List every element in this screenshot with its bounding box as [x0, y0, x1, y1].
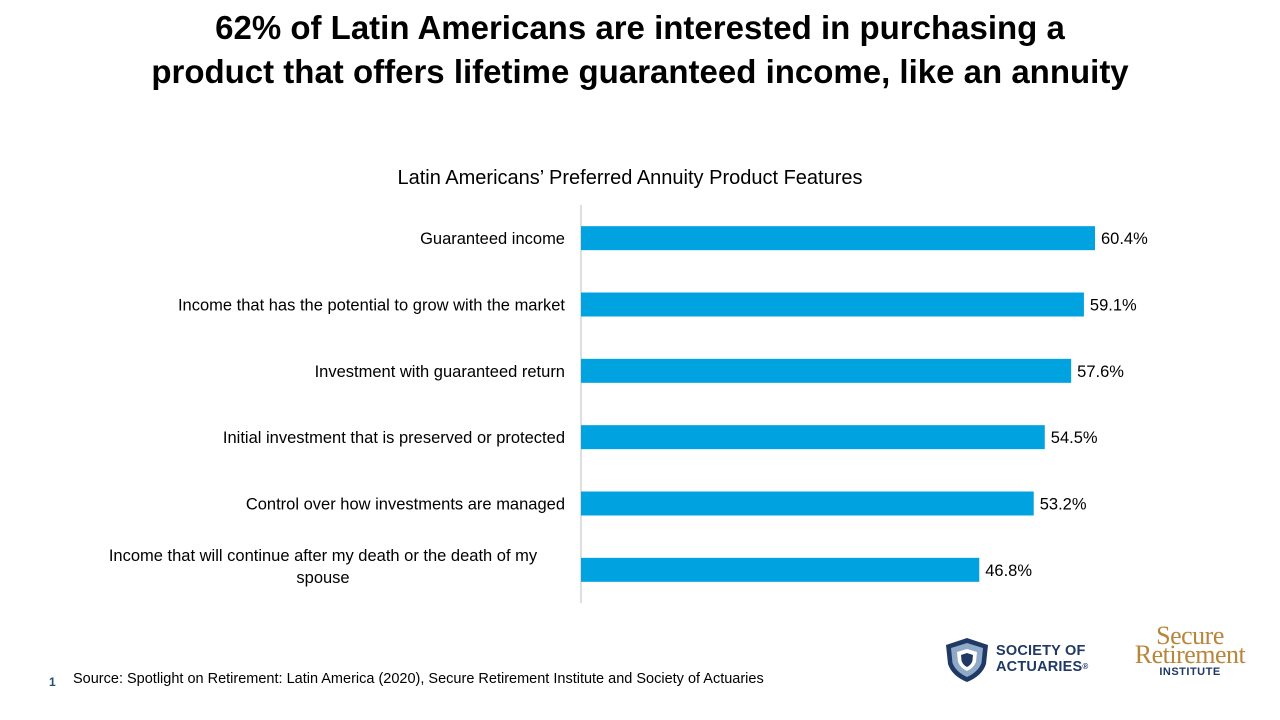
shield-icon — [946, 638, 988, 682]
source-note: Source: Spotlight on Retirement: Latin A… — [73, 671, 764, 687]
society-of-actuaries-logo: SOCIETY OF ACTUARIES® — [942, 636, 1092, 686]
data-label: 59.1% — [1090, 297, 1137, 315]
chart-title: Latin Americans’ Preferred Annuity Produ… — [397, 167, 863, 189]
data-label: 60.4% — [1101, 230, 1148, 248]
category-label: Income that has the potential to grow wi… — [178, 297, 565, 315]
headline-line-1: 62% of Latin Americans are interested in… — [215, 9, 1065, 46]
bar — [581, 358, 1072, 383]
bar — [581, 292, 1084, 317]
data-label: 53.2% — [1040, 496, 1087, 514]
bar — [581, 425, 1045, 450]
slide-number: 1 — [49, 675, 56, 689]
category-label: Guaranteed income — [420, 230, 565, 248]
soa-wordmark: SOCIETY OF ACTUARIES® — [996, 643, 1089, 675]
bar — [581, 557, 980, 582]
secure-retirement-institute-logo: Secure Retirement INSTITUTE — [1134, 621, 1246, 679]
bar — [581, 491, 1034, 516]
bar — [581, 226, 1095, 251]
category-label: Investment with guaranteed return — [315, 363, 565, 381]
data-label: 54.5% — [1051, 429, 1098, 447]
data-label: 57.6% — [1077, 363, 1124, 381]
category-label: Control over how investments are managed — [246, 496, 565, 514]
category-label: Initial investment that is preserved or … — [223, 429, 565, 447]
headline-line-2: product that offers lifetime guaranteed … — [151, 53, 1129, 90]
category-label: Income that will continue after my death… — [109, 547, 538, 587]
data-label: 46.8% — [985, 562, 1032, 580]
slide-headline: 62% of Latin Americans are interested in… — [40, 6, 1240, 94]
